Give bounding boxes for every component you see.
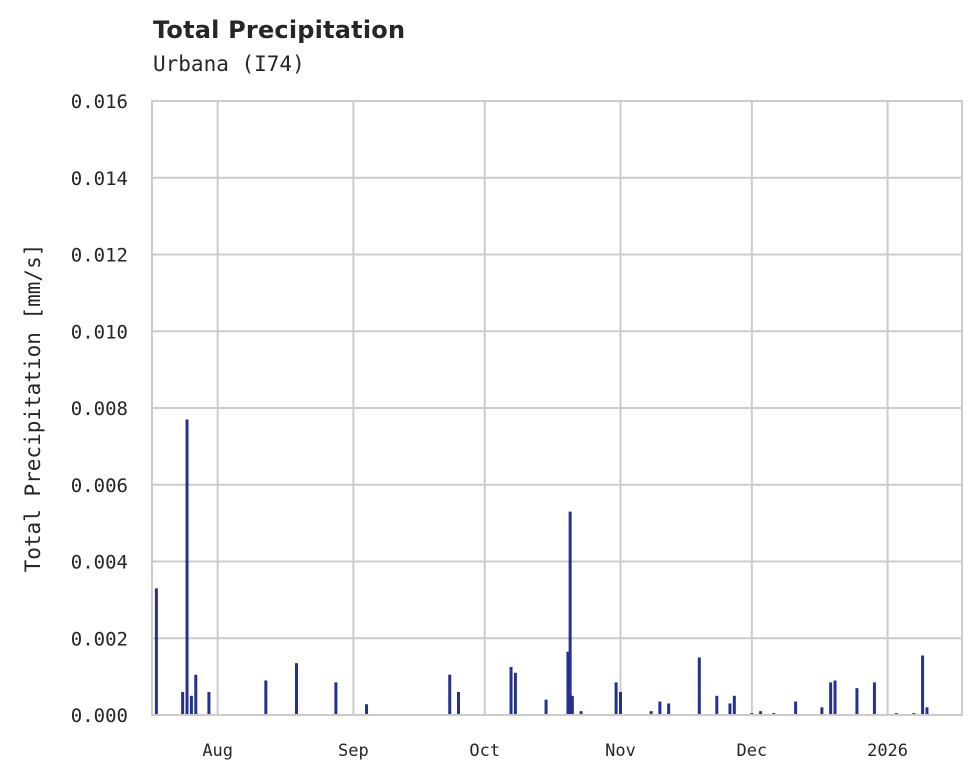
precip-bar [568, 511, 572, 715]
y-tick-label: 0.002 [71, 628, 128, 650]
grid-lines [152, 100, 962, 716]
precip-bar [513, 672, 517, 715]
precip-bar [264, 680, 268, 715]
precip-bar [872, 682, 876, 715]
precip-bar [820, 707, 824, 715]
precip-bar [855, 688, 859, 715]
y-tick-label: 0.010 [71, 321, 128, 343]
chart-title: Total Precipitation [153, 16, 406, 44]
chart-subtitle: Urbana (I74) [153, 52, 305, 76]
precip-bar [715, 695, 719, 715]
precip-bar [794, 701, 798, 715]
precip-bar [579, 711, 583, 715]
x-tick-label: Dec [736, 741, 767, 761]
x-tick-label: Oct [469, 741, 500, 761]
precip-bar [448, 674, 452, 715]
x-tick-label: Aug [202, 741, 233, 761]
precip-bar [667, 703, 671, 715]
precip-bar [566, 651, 570, 715]
y-axis-ticks: 0.000 0.002 0.004 0.006 0.008 0.010 0.012 0.014… [71, 91, 128, 727]
precip-bar [181, 691, 185, 715]
precip-bar [921, 655, 925, 715]
x-axis-ticks: Aug Sep Oct Nov Dec 2026 [202, 741, 908, 761]
precip-bar [570, 695, 574, 715]
y-tick-label: 0.012 [71, 245, 128, 267]
plot-frame [151, 100, 963, 716]
y-tick-label: 0.006 [71, 475, 128, 497]
precip-bar [189, 695, 193, 715]
precip-bar [649, 711, 653, 715]
x-tick-label: Sep [338, 741, 369, 761]
precip-bar [728, 703, 732, 715]
precip-bar [294, 663, 298, 715]
precip-bar [732, 695, 736, 715]
precip-bar [365, 704, 369, 715]
precip-bar [456, 691, 460, 715]
precip-bar [194, 674, 198, 715]
y-tick-label: 0.016 [71, 91, 128, 113]
precip-bar [207, 691, 211, 715]
y-tick-label: 0.000 [71, 705, 128, 727]
precip-bar [925, 707, 929, 715]
precip-bar [154, 588, 158, 715]
precip-bar [658, 701, 662, 715]
x-tick-label: 2026 [867, 741, 908, 761]
y-tick-label: 0.014 [71, 168, 128, 190]
precip-bar [544, 699, 548, 715]
precip-bar [697, 657, 701, 715]
bar-series [154, 419, 929, 715]
precip-bar [833, 680, 837, 715]
precip-bar [618, 691, 622, 715]
precip-bar [334, 682, 338, 715]
precip-bar [829, 682, 833, 715]
y-tick-label: 0.004 [71, 552, 128, 574]
precip-bar [759, 711, 763, 715]
x-tick-label: Nov [605, 741, 636, 761]
precip-bar [509, 667, 513, 715]
y-tick-label: 0.008 [71, 398, 128, 420]
precip-bar [614, 682, 618, 715]
precip-bar [185, 419, 189, 715]
